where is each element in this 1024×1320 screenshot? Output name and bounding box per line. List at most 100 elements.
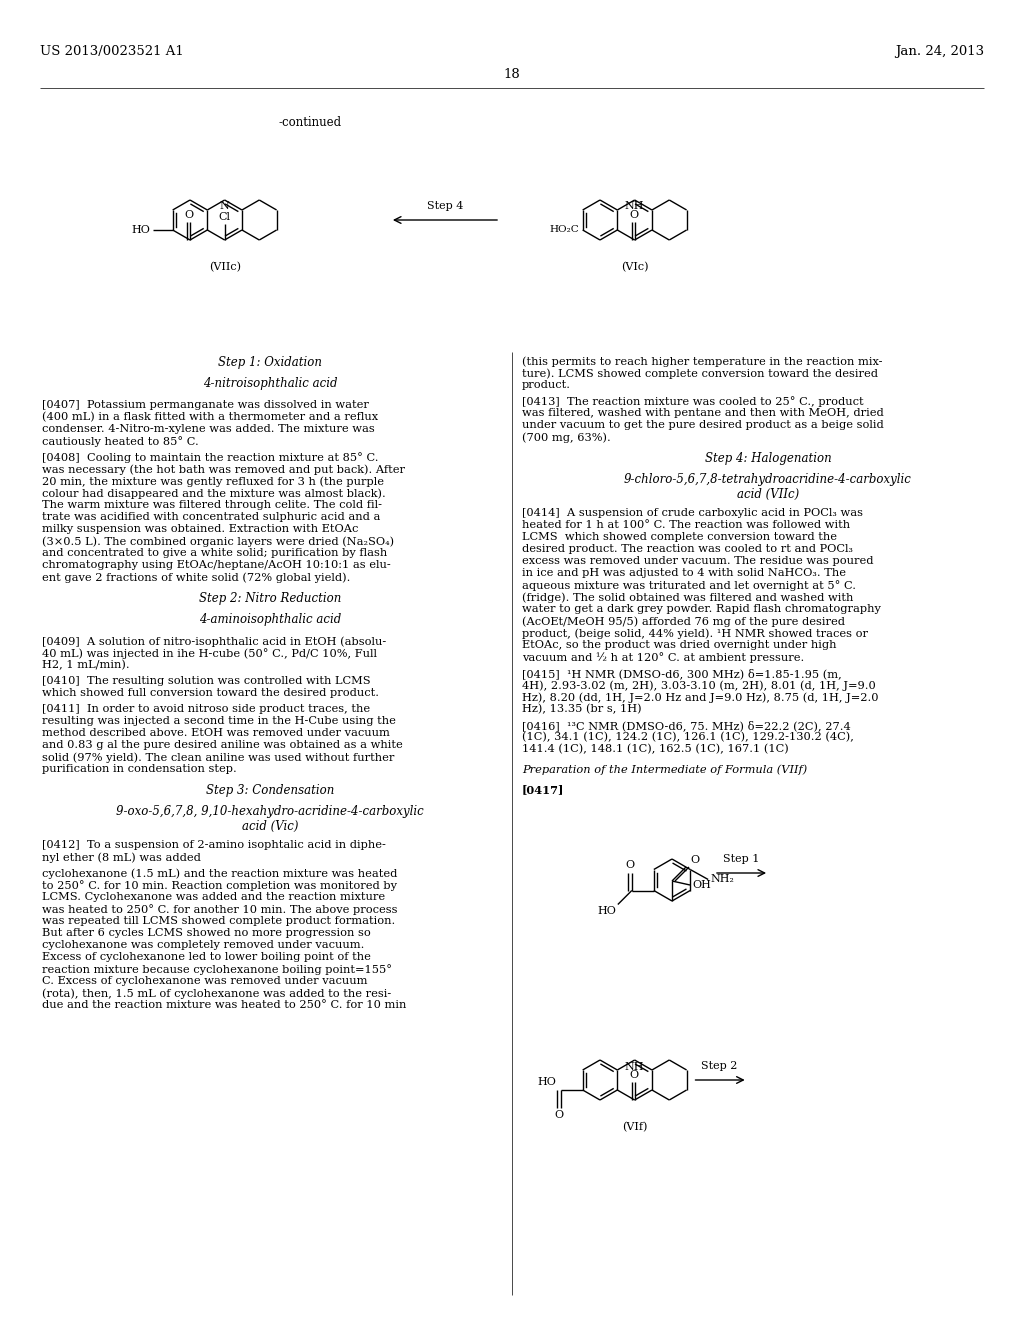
Text: Step 1: Step 1 — [723, 854, 759, 865]
Text: [0415]  ¹H NMR (DMSO-d6, 300 MHz) δ=1.85-1.95 (m,: [0415] ¹H NMR (DMSO-d6, 300 MHz) δ=1.85-… — [522, 668, 842, 678]
Text: (1C), 34.1 (1C), 124.2 (1C), 126.1 (1C), 129.2-130.2 (4C),: (1C), 34.1 (1C), 124.2 (1C), 126.1 (1C),… — [522, 733, 854, 742]
Text: Jan. 24, 2013: Jan. 24, 2013 — [895, 45, 984, 58]
Text: OH: OH — [692, 880, 711, 890]
Text: (VIf): (VIf) — [622, 1122, 647, 1133]
Text: due and the reaction mixture was heated to 250° C. for 10 min: due and the reaction mixture was heated … — [42, 1001, 407, 1010]
Text: 40 mL) was injected in ihe H-cube (50° C., Pd/C 10%, Full: 40 mL) was injected in ihe H-cube (50° C… — [42, 648, 377, 659]
Text: Step 1: Oxidation: Step 1: Oxidation — [218, 356, 322, 370]
Text: [0414]  A suspension of crude carboxylic acid in POCl₃ was: [0414] A suspension of crude carboxylic … — [522, 508, 863, 517]
Text: 4-nitroisophthalic acid: 4-nitroisophthalic acid — [203, 378, 337, 389]
Text: O: O — [690, 855, 699, 865]
Text: [0417]: [0417] — [522, 784, 564, 795]
Text: HO: HO — [597, 907, 615, 916]
Text: chromatography using EtOAc/heptane/AcOH 10:10:1 as elu-: chromatography using EtOAc/heptane/AcOH … — [42, 560, 391, 570]
Text: reaction mixture because cyclohexanone boiling point=155°: reaction mixture because cyclohexanone b… — [42, 964, 392, 975]
Text: NH: NH — [625, 1063, 644, 1072]
Text: Preparation of the Intermediate of Formula (VIIf): Preparation of the Intermediate of Formu… — [522, 764, 807, 775]
Text: O: O — [184, 210, 194, 220]
Text: and 0.83 g al the pure desired aniline was obtained as a white: and 0.83 g al the pure desired aniline w… — [42, 741, 402, 750]
Text: [0411]  In order to avoid nitroso side product traces, the: [0411] In order to avoid nitroso side pr… — [42, 704, 370, 714]
Text: (3×0.5 L). The combined organic layers were dried (Na₂SO₄): (3×0.5 L). The combined organic layers w… — [42, 536, 394, 546]
Text: C. Excess of cyclohexanone was removed under vacuum: C. Excess of cyclohexanone was removed u… — [42, 975, 368, 986]
Text: (fridge). The solid obtained was filtered and washed with: (fridge). The solid obtained was filtere… — [522, 591, 853, 602]
Text: Step 3: Condensation: Step 3: Condensation — [206, 784, 334, 797]
Text: was repeated till LCMS showed complete product formation.: was repeated till LCMS showed complete p… — [42, 916, 395, 927]
Text: NH₂: NH₂ — [711, 874, 734, 884]
Text: was necessary (the hot bath was removed and put back). After: was necessary (the hot bath was removed … — [42, 465, 406, 475]
Text: trate was acidified with concentrated sulphuric acid and a: trate was acidified with concentrated su… — [42, 512, 380, 521]
Text: 18: 18 — [504, 69, 520, 82]
Text: -continued: -continued — [279, 116, 342, 129]
Text: [0409]  A solution of nitro-isophthalic acid in EtOH (absolu-: [0409] A solution of nitro-isophthalic a… — [42, 636, 386, 647]
Text: 9-chloro-5,6,7,8-tetrahydroacridine-4-carboxylic: 9-chloro-5,6,7,8-tetrahydroacridine-4-ca… — [624, 473, 912, 486]
Text: Excess of cyclohexanone led to lower boiling point of the: Excess of cyclohexanone led to lower boi… — [42, 952, 371, 962]
Text: 141.4 (1C), 148.1 (1C), 162.5 (1C), 167.1 (1C): 141.4 (1C), 148.1 (1C), 162.5 (1C), 167.… — [522, 744, 788, 754]
Text: vacuum and ½ h at 120° C. at ambient pressure.: vacuum and ½ h at 120° C. at ambient pre… — [522, 652, 804, 663]
Text: (rota), then, 1.5 mL of cyclohexanone was added to the resi-: (rota), then, 1.5 mL of cyclohexanone wa… — [42, 987, 391, 998]
Text: cyclohexanone was completely removed under vacuum.: cyclohexanone was completely removed und… — [42, 940, 365, 950]
Text: Hz), 8.20 (dd, 1H, J=2.0 Hz and J=9.0 Hz), 8.75 (d, 1H, J=2.0: Hz), 8.20 (dd, 1H, J=2.0 Hz and J=9.0 Hz… — [522, 692, 879, 702]
Text: O: O — [629, 210, 638, 220]
Text: solid (97% yield). The clean aniline was used without further: solid (97% yield). The clean aniline was… — [42, 752, 394, 763]
Text: resulting was injected a second time in the H-Cube using the: resulting was injected a second time in … — [42, 715, 396, 726]
Text: [0408]  Cooling to maintain the reaction mixture at 85° C.: [0408] Cooling to maintain the reaction … — [42, 451, 379, 463]
Text: in ice and pH was adjusted to 4 with solid NaHCO₃. The: in ice and pH was adjusted to 4 with sol… — [522, 568, 846, 578]
Text: product.: product. — [522, 380, 571, 389]
Text: HO₂C: HO₂C — [550, 226, 580, 235]
Text: 4-aminoisophthalic acid: 4-aminoisophthalic acid — [199, 612, 341, 626]
Text: acid (Vic): acid (Vic) — [242, 820, 298, 833]
Text: excess was removed under vacuum. The residue was poured: excess was removed under vacuum. The res… — [522, 556, 873, 566]
Text: product, (beige solid, 44% yield). ¹H NMR showed traces or: product, (beige solid, 44% yield). ¹H NM… — [522, 628, 868, 639]
Text: (this permits to reach higher temperature in the reaction mix-: (this permits to reach higher temperatur… — [522, 356, 883, 367]
Text: cautiously heated to 85° C.: cautiously heated to 85° C. — [42, 436, 199, 447]
Text: N: N — [220, 201, 229, 211]
Text: nyl ether (8 mL) was added: nyl ether (8 mL) was added — [42, 851, 201, 862]
Text: LCMS. Cyclohexanone was added and the reaction mixture: LCMS. Cyclohexanone was added and the re… — [42, 892, 385, 902]
Text: Step 4: Step 4 — [427, 201, 463, 211]
Text: condenser. 4-Nitro-m-xylene was added. The mixture was: condenser. 4-Nitro-m-xylene was added. T… — [42, 424, 375, 434]
Text: which showed full conversion toward the desired product.: which showed full conversion toward the … — [42, 688, 379, 698]
Text: to 250° C. for 10 min. Reaction completion was monitored by: to 250° C. for 10 min. Reaction completi… — [42, 880, 397, 891]
Text: (VIIc): (VIIc) — [209, 261, 241, 272]
Text: water to get a dark grey powder. Rapid flash chromatography: water to get a dark grey powder. Rapid f… — [522, 605, 881, 614]
Text: Step 4: Halogenation: Step 4: Halogenation — [705, 451, 831, 465]
Text: Step 2: Nitro Reduction: Step 2: Nitro Reduction — [199, 591, 341, 605]
Text: The warm mixture was filtered through celite. The cold fil-: The warm mixture was filtered through ce… — [42, 500, 382, 510]
Text: (400 mL) in a flask fitted with a thermometer and a reflux: (400 mL) in a flask fitted with a thermo… — [42, 412, 378, 422]
Text: aqueous mixture was triturated and let overnight at 5° C.: aqueous mixture was triturated and let o… — [522, 579, 856, 591]
Text: [0412]  To a suspension of 2-amino isophtalic acid in diphe-: [0412] To a suspension of 2-amino isopht… — [42, 840, 386, 850]
Text: method described above. EtOH was removed under vacuum: method described above. EtOH was removed… — [42, 729, 390, 738]
Text: and concentrated to give a white solid; purification by flash: and concentrated to give a white solid; … — [42, 548, 387, 558]
Text: (700 mg, 63%).: (700 mg, 63%). — [522, 432, 610, 442]
Text: NH: NH — [625, 201, 644, 211]
Text: [0416]  ¹³C NMR (DMSO-d6, 75. MHz) δ=22.2 (2C), 27.4: [0416] ¹³C NMR (DMSO-d6, 75. MHz) δ=22.2… — [522, 719, 851, 731]
Text: US 2013/0023521 A1: US 2013/0023521 A1 — [40, 45, 183, 58]
Text: milky suspension was obtained. Extraction with EtOAc: milky suspension was obtained. Extractio… — [42, 524, 358, 535]
Text: was heated to 250° C. for another 10 min. The above process: was heated to 250° C. for another 10 min… — [42, 904, 397, 915]
Text: (AcOEt/MeOH 95/5) afforded 76 mg of the pure desired: (AcOEt/MeOH 95/5) afforded 76 mg of the … — [522, 616, 845, 627]
Text: H2, 1 mL/min).: H2, 1 mL/min). — [42, 660, 130, 671]
Text: O: O — [629, 1071, 638, 1080]
Text: colour had disappeared and the mixture was almost black).: colour had disappeared and the mixture w… — [42, 488, 386, 499]
Text: 9-oxo-5,6,7,8, 9,10-hexahydro-acridine-4-carboxylic: 9-oxo-5,6,7,8, 9,10-hexahydro-acridine-4… — [116, 805, 424, 818]
Text: was filtered, washed with pentane and then with MeOH, dried: was filtered, washed with pentane and th… — [522, 408, 884, 418]
Text: O: O — [626, 861, 635, 870]
Text: O: O — [554, 1110, 563, 1119]
Text: HO: HO — [132, 224, 151, 235]
Text: But after 6 cycles LCMS showed no more progression so: But after 6 cycles LCMS showed no more p… — [42, 928, 371, 939]
Text: (VIc): (VIc) — [621, 261, 648, 272]
Text: desired product. The reaction was cooled to rt and POCl₃: desired product. The reaction was cooled… — [522, 544, 853, 554]
Text: HO: HO — [538, 1077, 557, 1086]
Text: EtOAc, so the product was dried overnight under high: EtOAc, so the product was dried overnigh… — [522, 640, 837, 649]
Text: [0413]  The reaction mixture was cooled to 25° C., product: [0413] The reaction mixture was cooled t… — [522, 396, 863, 407]
Text: [0407]  Potassium permanganate was dissolved in water: [0407] Potassium permanganate was dissol… — [42, 400, 369, 411]
Text: under vacuum to get the pure desired product as a beige solid: under vacuum to get the pure desired pro… — [522, 420, 884, 430]
Text: Cl: Cl — [219, 213, 230, 222]
Text: 4H), 2.93-3.02 (m, 2H), 3.03-3.10 (m, 2H), 8.01 (d, 1H, J=9.0: 4H), 2.93-3.02 (m, 2H), 3.03-3.10 (m, 2H… — [522, 680, 876, 690]
Text: heated for 1 h at 100° C. The reaction was followed with: heated for 1 h at 100° C. The reaction w… — [522, 520, 850, 531]
Text: cyclohexanone (1.5 mL) and the reaction mixture was heated: cyclohexanone (1.5 mL) and the reaction … — [42, 869, 397, 879]
Text: purification in condensation step.: purification in condensation step. — [42, 764, 237, 774]
Text: 20 min, the mixture was gently refluxed for 3 h (the purple: 20 min, the mixture was gently refluxed … — [42, 477, 384, 487]
Text: acid (VIIc): acid (VIIc) — [737, 488, 799, 502]
Text: [0410]  The resulting solution was controlled with LCMS: [0410] The resulting solution was contro… — [42, 676, 371, 686]
